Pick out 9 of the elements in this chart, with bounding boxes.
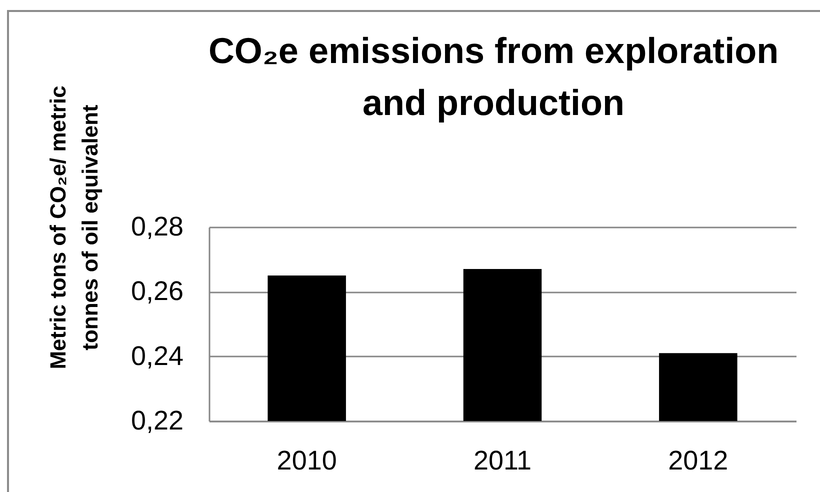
chart-title: CO₂e emissions from exploration and production bbox=[208, 30, 779, 124]
y-tick-label: 0,26 bbox=[130, 276, 184, 306]
y-tick-label: 0,24 bbox=[130, 340, 184, 371]
y-tick-label: 0,22 bbox=[130, 406, 184, 436]
x-tick-label: 2012 bbox=[668, 446, 728, 476]
y-axis-title: Metric tons of CO₂e/ metric tonnes of oil equivalent bbox=[46, 86, 102, 370]
y-tick-label: 0,28 bbox=[130, 212, 184, 242]
x-tick-label: 2011 bbox=[473, 446, 532, 476]
x-tick-label: 2010 bbox=[276, 446, 337, 476]
